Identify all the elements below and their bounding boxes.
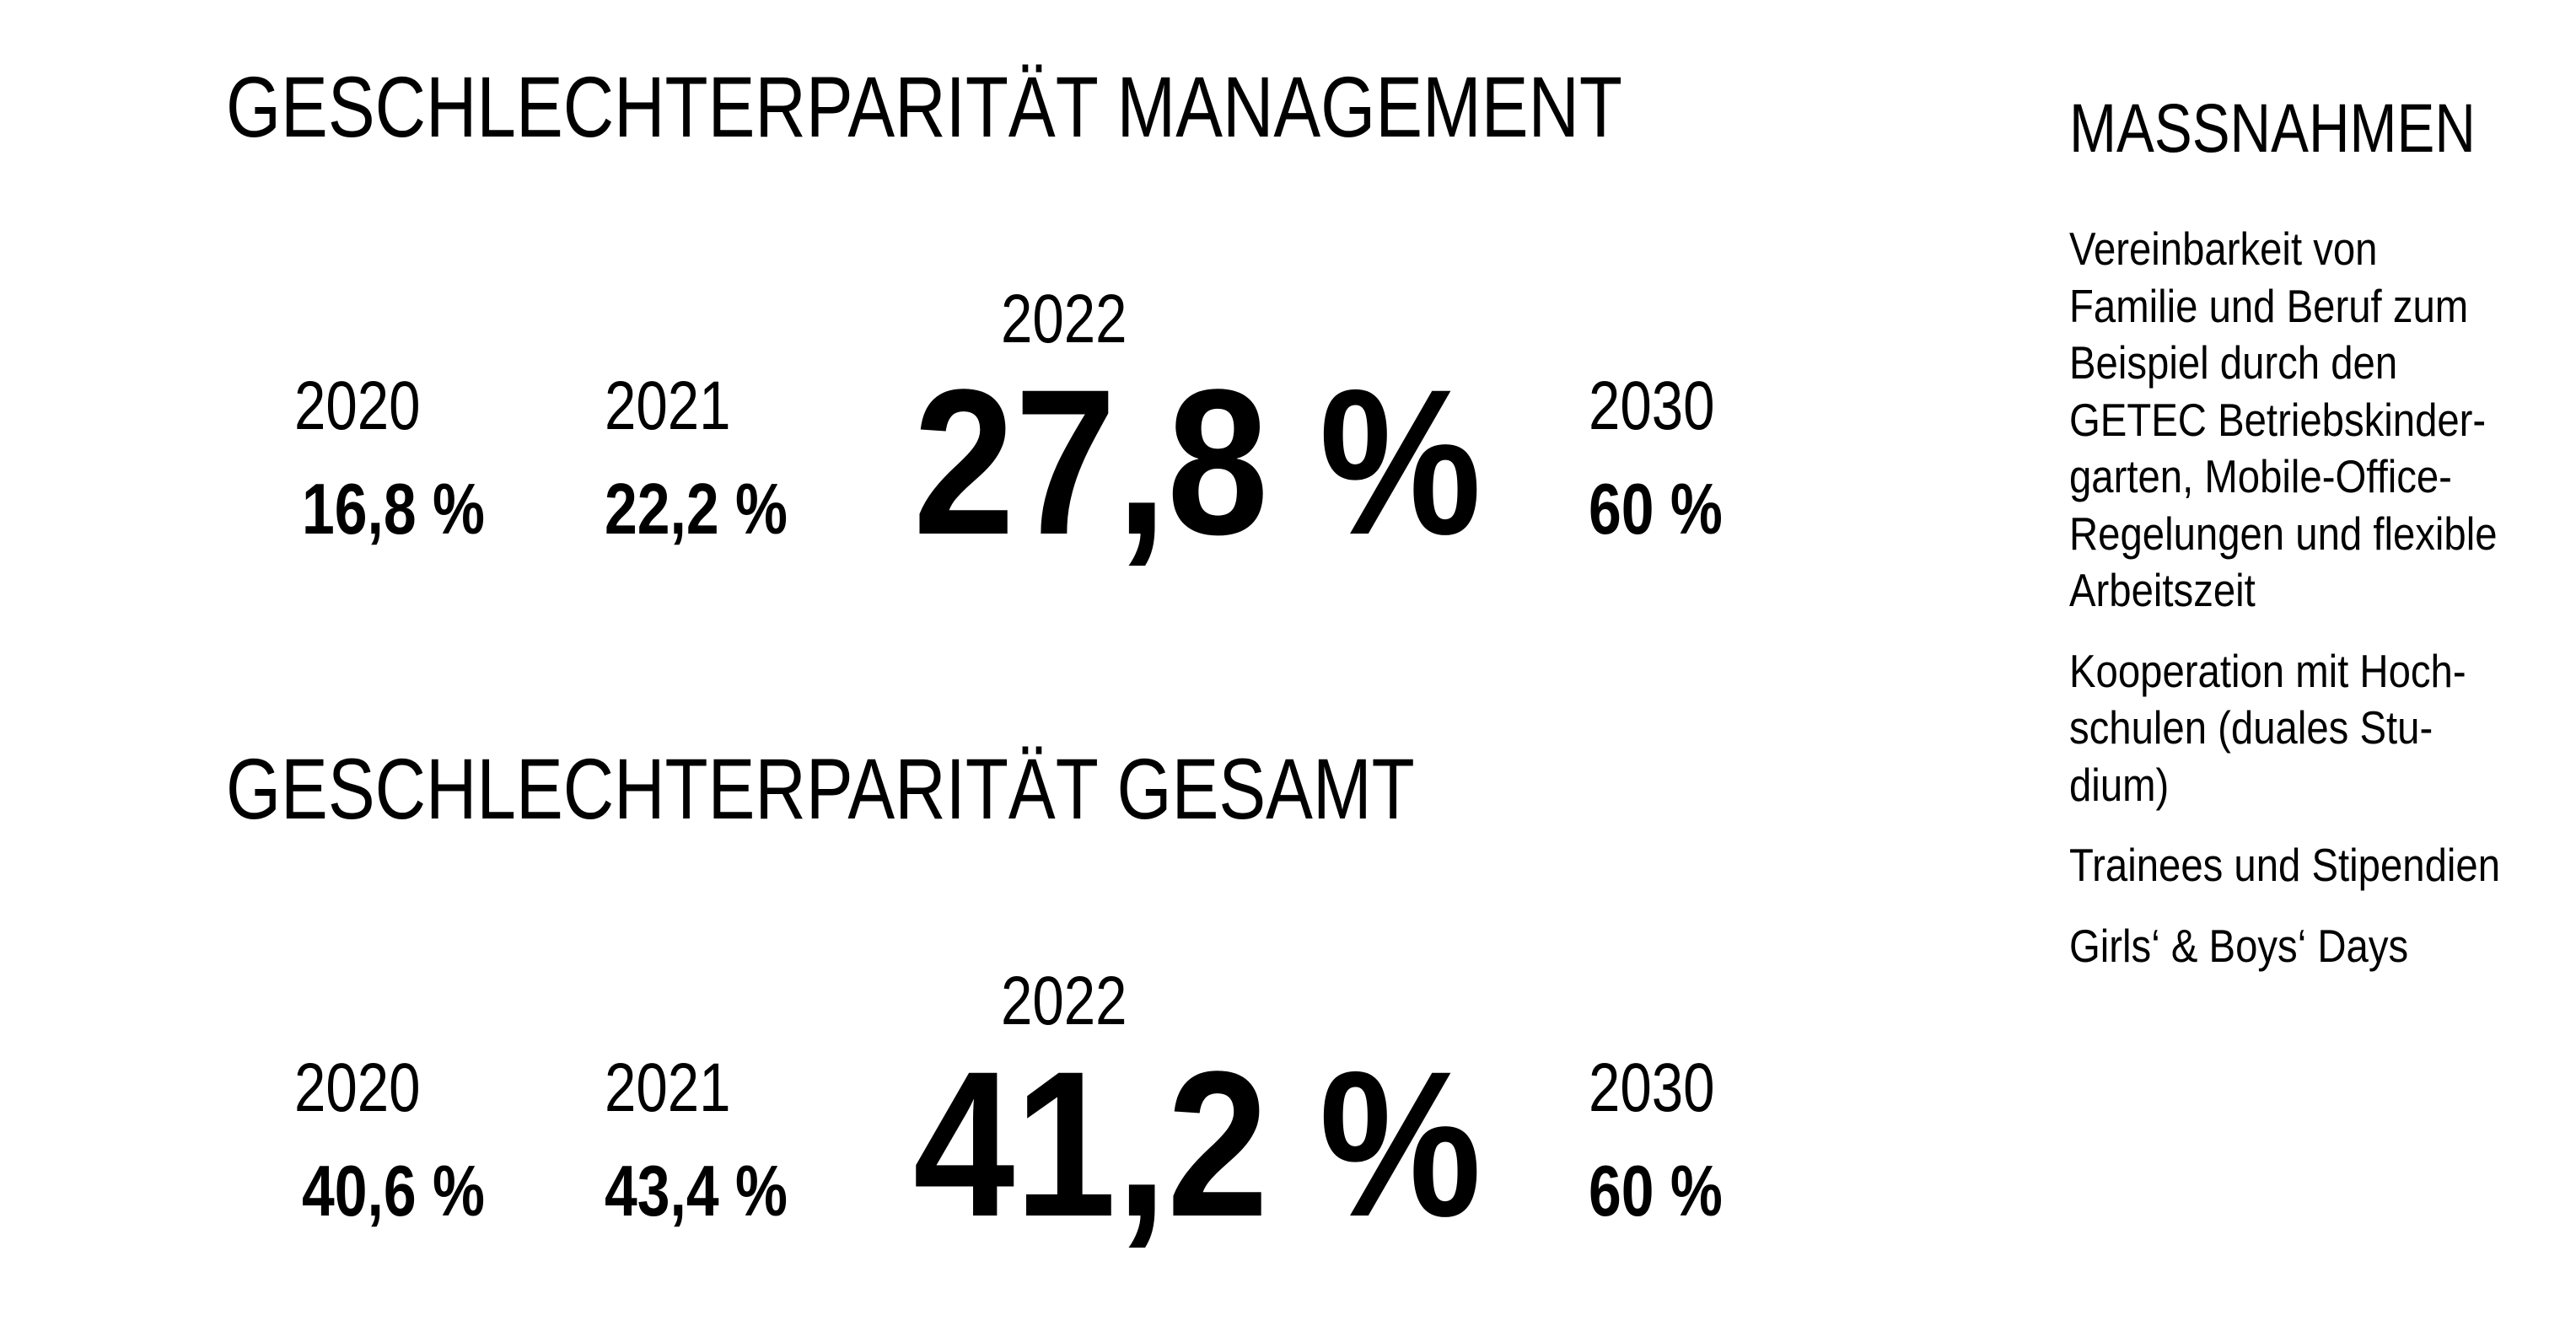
year-value: 40,6 % (302, 1151, 486, 1232)
measure-line: Vereinbarkeit von (2069, 223, 2378, 275)
measure-line: Regelungen und flexible (2069, 507, 2498, 560)
measure-line: garten, Mobile-Office- (2069, 450, 2452, 502)
year-value: 60 % (1589, 1151, 1723, 1232)
year-label: 2030 (1589, 1049, 1715, 1126)
year-value: 16,8 % (302, 470, 486, 550)
year-value: 60 % (1589, 470, 1723, 550)
measure-line: Familie und Beruf zum (2069, 279, 2469, 332)
section-title: GESCHLECHTERPARITÄT GESAMT (226, 741, 1415, 837)
measure-line: Girls‘ & Boys‘ Days (2069, 919, 2409, 972)
highlight-year: 2022 (1001, 963, 1127, 1039)
year-value: 22,2 % (605, 470, 788, 550)
measure-item: Vereinbarkeit von Familie und Beruf zum Be… (2069, 221, 2567, 620)
measure-line: Beispiel durch den (2069, 336, 2398, 389)
measure-line: GETEC Betriebskinder- (2069, 393, 2487, 446)
highlight-value: 27,8 % (913, 346, 1482, 578)
measure-item: Girls‘ & Boys‘ Days (2069, 918, 2567, 975)
measure-line: dium) (2069, 758, 2170, 811)
year-label: 2021 (605, 368, 731, 444)
highlight-year: 2022 (1001, 281, 1127, 357)
year-label: 2020 (294, 368, 421, 444)
year-label: 2021 (605, 1049, 731, 1126)
measure-line: Trainees und Stipendien (2069, 839, 2501, 891)
highlight-value: 41,2 % (913, 1028, 1482, 1260)
year-value: 43,4 % (605, 1151, 788, 1232)
measure-line: Kooperation mit Hoch- (2069, 644, 2466, 697)
year-label: 2020 (294, 1049, 421, 1126)
section-title: GESCHLECHTERPARITÄT MANAGEMENT (226, 59, 1622, 155)
measure-item: Kooperation mit Hoch-schulen (duales Stu… (2069, 643, 2567, 814)
measures-list: Vereinbarkeit von Familie und Beruf zum Be… (2069, 221, 2567, 998)
measures-title: MASSNAHMEN (2069, 90, 2476, 167)
year-label: 2030 (1589, 368, 1715, 444)
measure-line: Arbeitszeit (2069, 564, 2256, 616)
measure-item: Trainees und Stipendien (2069, 837, 2567, 894)
measure-line: schulen (duales Stu- (2069, 701, 2433, 754)
